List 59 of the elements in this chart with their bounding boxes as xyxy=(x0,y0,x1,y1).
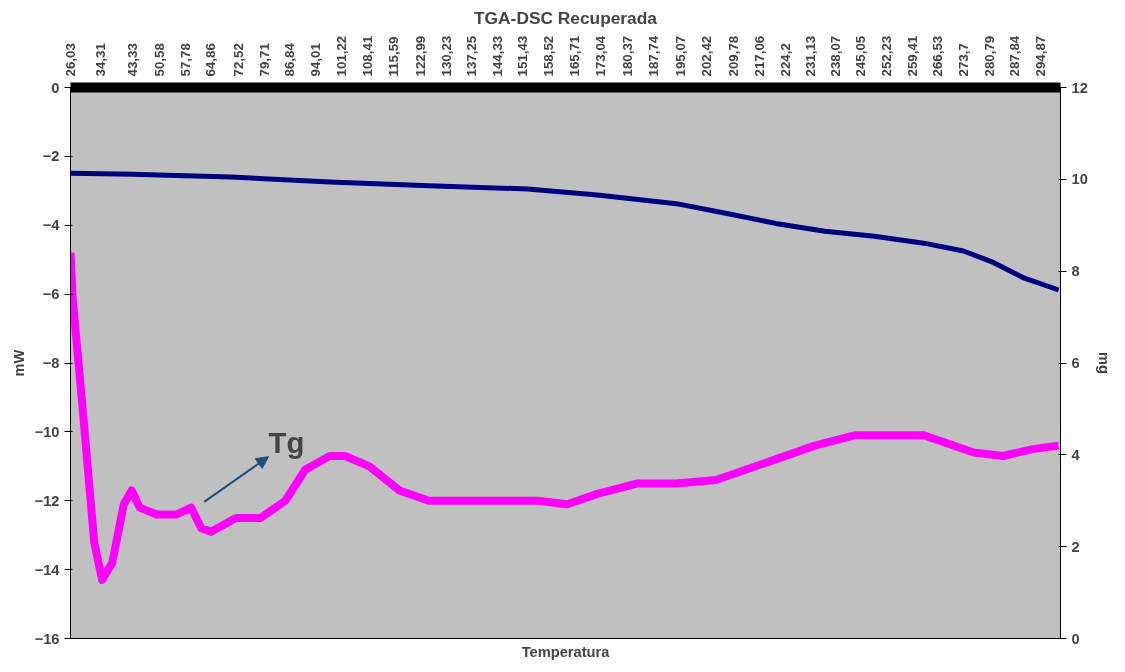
x-tick-label: 50,58 xyxy=(151,43,167,77)
x-tick-label: 195,07 xyxy=(672,35,688,77)
x-tick-label: 151,43 xyxy=(515,35,531,77)
x-tick-label: 72,52 xyxy=(230,43,246,77)
x-tick-label: 224,2 xyxy=(777,43,793,77)
x-tick-label: 158,52 xyxy=(540,35,556,77)
x-tick-label: 266,53 xyxy=(930,35,946,77)
x-tick-label: 101,22 xyxy=(334,35,350,77)
y2-tick-label: 6 xyxy=(1071,355,1080,371)
x-tick-label: 122,99 xyxy=(412,35,428,77)
x-tick-label: 238,07 xyxy=(827,35,843,77)
x-tick-label: 245,05 xyxy=(852,35,868,77)
x-tick-label: 217,06 xyxy=(752,35,768,77)
y-tick-label: 0 xyxy=(51,79,60,96)
y-axis-title: mW xyxy=(10,349,27,377)
x-tick-label: 187,74 xyxy=(646,35,662,77)
x-tick-label: 165,71 xyxy=(566,35,582,77)
x-tick-label: 130,23 xyxy=(438,35,454,77)
y-tick-label: −2 xyxy=(42,148,60,165)
x-tick-label: 231,13 xyxy=(802,35,818,77)
y-tick-label: −6 xyxy=(42,286,60,303)
y2-tick-label: 10 xyxy=(1071,171,1088,188)
y2-tick-label: 12 xyxy=(1071,79,1088,96)
x-tick-label: 137,25 xyxy=(464,35,480,77)
x-tick-label: 259,41 xyxy=(904,35,920,77)
x-tick-label: 43,33 xyxy=(125,43,141,77)
y2-tick-label: 8 xyxy=(1071,263,1080,280)
x-tick-label: 94,01 xyxy=(308,42,324,77)
x-tick-label: 57,78 xyxy=(177,43,193,77)
annotation: Tg xyxy=(268,426,305,460)
x-tick-label: 86,84 xyxy=(282,42,298,77)
x-tick-label: 26,03 xyxy=(63,43,78,77)
y2-tick-label: 2 xyxy=(1071,538,1080,555)
x-tick-label: 294,87 xyxy=(1032,35,1048,77)
x-tick-label: 202,42 xyxy=(699,35,715,77)
x-tick-label: 287,84 xyxy=(1007,35,1023,77)
x-tick-label: 144,33 xyxy=(489,35,505,77)
y-tick-label: −4 xyxy=(42,217,61,234)
y-tick-label: −12 xyxy=(34,492,60,509)
x-tick-label: 273,7 xyxy=(956,43,972,77)
x-tick-label: 173,04 xyxy=(593,35,609,77)
x-tick-label: 108,41 xyxy=(360,35,376,77)
y-tick-label: −14 xyxy=(34,561,61,578)
x-tick-label: 34,31 xyxy=(92,42,108,77)
x-tick-label: 280,79 xyxy=(981,35,997,77)
x-tick-label: 79,71 xyxy=(256,42,272,77)
y-tick-label: −16 xyxy=(34,630,60,647)
chart-title: TGA-DSC Recuperada xyxy=(474,7,658,28)
y2-tick-label: 0 xyxy=(1071,630,1080,647)
x-tick-label: 252,23 xyxy=(878,35,894,77)
y2-axis-title: mg xyxy=(1095,352,1112,374)
x-tick-label: 115,59 xyxy=(386,36,402,77)
y-tick-label: −8 xyxy=(42,355,60,371)
x-tick-label: 209,78 xyxy=(725,35,741,77)
x-tick-label: 64,86 xyxy=(203,43,219,77)
x-axis-title: Temperatura xyxy=(521,643,611,660)
x-tick-label: 180,37 xyxy=(619,35,635,77)
y2-tick-label: 4 xyxy=(1071,446,1081,463)
y-tick-label: −10 xyxy=(34,423,60,440)
